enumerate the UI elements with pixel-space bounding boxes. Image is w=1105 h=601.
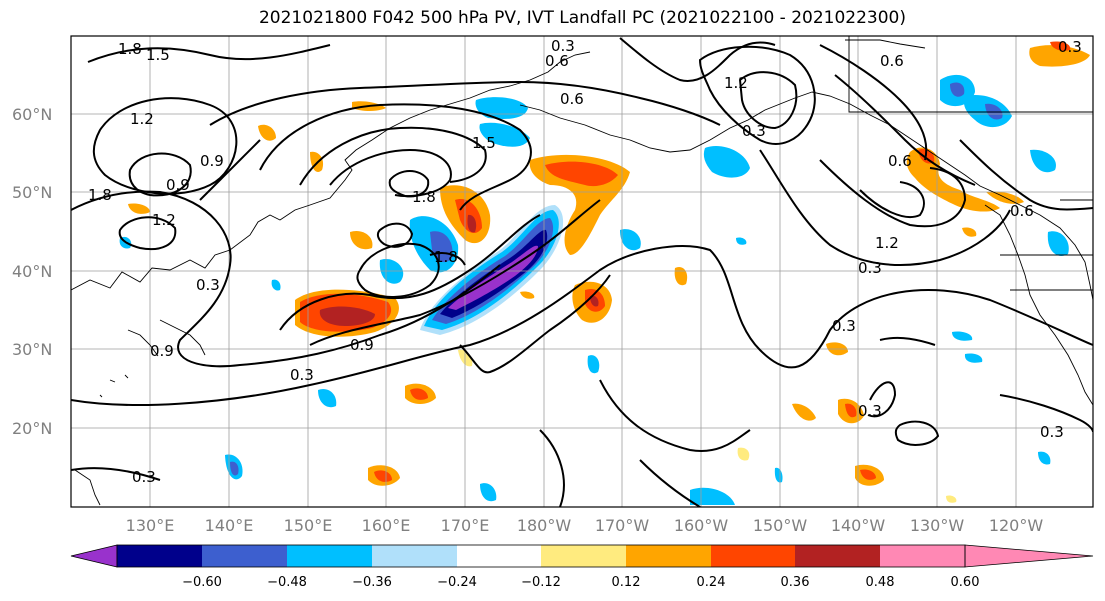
contour-label: 0.6 [560, 90, 584, 108]
colorbar-bin [117, 545, 202, 567]
longitude-labels: 130°E 140°E 150°E 160°E 170°E 180°W 170°… [126, 516, 1044, 535]
colorbar-bin [880, 545, 965, 567]
colorbar-tick-label: −0.48 [267, 575, 307, 590]
colorbar-bin [541, 545, 626, 567]
colorbar-tick-label: 0.24 [697, 575, 726, 590]
contour-label: 0.9 [200, 152, 224, 170]
colorbar-bin [457, 545, 541, 567]
lat-label: 40°N [12, 262, 52, 281]
lon-label: 140°E [205, 516, 254, 535]
colorbar-tick-label: −0.12 [521, 575, 561, 590]
contour-label: 1.8 [412, 188, 436, 206]
contour-label: 0.3 [290, 366, 314, 384]
lon-label: 120°W [989, 516, 1044, 535]
contour-label: 0.6 [545, 52, 569, 70]
colorbar-tick-label: 0.36 [781, 575, 810, 590]
contour-label: 1.8 [118, 40, 142, 58]
colorbar-bin [711, 545, 795, 567]
colorbar-bin [626, 545, 711, 567]
colorbar: −0.60 −0.48 −0.36 −0.24 −0.12 0.12 0.24 … [71, 545, 1093, 590]
colorbar-tick-label: 0.60 [951, 575, 980, 590]
latitude-labels: 60°N 50°N 40°N 30°N 20°N [12, 105, 52, 438]
contour-label: 1.2 [875, 234, 899, 252]
colorbar-bin [287, 545, 372, 567]
lon-label: 160°E [362, 516, 411, 535]
colorbar-tick-label: 0.12 [612, 575, 641, 590]
colorbar-tick-label: −0.60 [182, 575, 222, 590]
contour-label: 0.3 [1058, 38, 1082, 56]
contour-label: 0.6 [880, 52, 904, 70]
contour-label: 0.3 [832, 317, 856, 335]
lon-label: 170°W [595, 516, 650, 535]
lat-label: 50°N [12, 183, 52, 202]
contour-label: 1.8 [434, 248, 458, 266]
contour-label: 0.9 [350, 336, 374, 354]
contour-label: 0.3 [132, 468, 156, 486]
contour-label: 0.9 [166, 176, 190, 194]
contour-label: 1.8 [88, 186, 112, 204]
lon-label: 150°W [753, 516, 808, 535]
colorbar-extend-min [71, 545, 117, 567]
contour-label: 0.3 [858, 402, 882, 420]
contour-label: 0.6 [1010, 202, 1034, 220]
lat-label: 20°N [12, 419, 52, 438]
colorbar-tick-label: 0.48 [866, 575, 895, 590]
colorbar-bin [795, 545, 880, 567]
colorbar-tick-label: −0.24 [437, 575, 477, 590]
contour-label: 1.5 [472, 134, 496, 152]
contour-label: 0.3 [1040, 423, 1064, 441]
contour-label: 0.6 [888, 152, 912, 170]
colorbar-bin [202, 545, 287, 567]
lon-label: 130°E [126, 516, 175, 535]
lat-label: 30°N [12, 340, 52, 359]
contour-label: 0.9 [150, 342, 174, 360]
lon-label: 160°W [674, 516, 729, 535]
contour-label: 1.5 [146, 46, 170, 64]
lon-label: 170°E [441, 516, 490, 535]
contour-label: 0.3 [742, 122, 766, 140]
contour-label: 1.2 [130, 110, 154, 128]
lon-label: 140°W [831, 516, 886, 535]
lon-label: 180°W [517, 516, 572, 535]
colorbar-bin [372, 545, 457, 567]
lon-label: 150°E [284, 516, 333, 535]
colorbar-extend-max [965, 545, 1093, 567]
lon-label: 130°W [910, 516, 965, 535]
contour-label: 0.3 [858, 259, 882, 277]
contour-label: 0.3 [196, 276, 220, 294]
colorbar-tick-label: −0.36 [352, 575, 392, 590]
contour-label: 1.2 [724, 74, 748, 92]
contour-label: 1.2 [152, 211, 176, 229]
lat-label: 60°N [12, 105, 52, 124]
